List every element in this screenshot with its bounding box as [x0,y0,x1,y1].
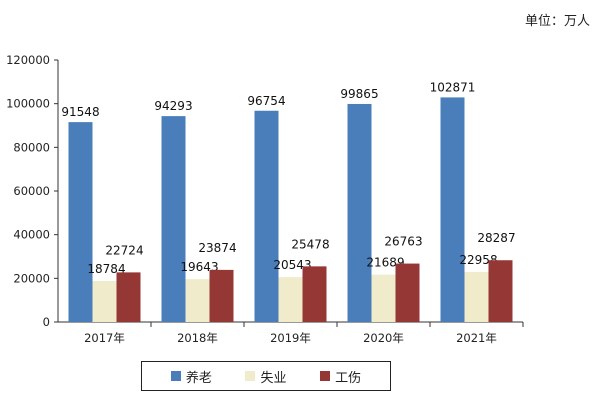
bar-2-0 [116,272,141,322]
legend-item-work-injury: 工伤 [320,367,361,386]
bar-2-3 [395,263,420,322]
y-tick-label: 20000 [13,271,50,285]
legend-label-unemployment: 失业 [260,370,287,386]
x-tick-label: 2021年 [456,331,497,345]
data-label: 22958 [459,253,497,267]
y-tick-label: 100000 [6,97,50,111]
chart-legend: 养老 失业 工伤 [141,361,391,391]
data-label: 21689 [366,256,404,270]
data-label: 96754 [247,94,285,108]
bar-0-0 [68,122,93,322]
data-label: 102871 [430,80,476,94]
bar-2-4 [488,260,513,322]
x-tick-label: 2020年 [363,331,404,345]
data-label: 25478 [291,237,329,251]
legend-item-pension: 养老 [170,367,212,386]
bar-0-4 [440,97,465,322]
x-tick-label: 2017年 [84,331,125,345]
bar-1-4 [464,271,489,322]
bar-chart: 0 20000 40000 60000 80000 100000 120000 91548 18… [6,53,524,345]
data-label: 91548 [61,105,99,119]
legend-item-unemployment: 失业 [245,367,286,386]
y-tick-label: 120000 [6,53,50,67]
data-label: 99865 [340,87,378,101]
bar-1-0 [92,280,117,322]
y-tick-label: 60000 [13,184,50,198]
data-label: 19643 [180,260,218,274]
y-tick-label: 0 [43,315,50,329]
legend-swatch-unemployment [245,371,256,381]
data-label: 20543 [273,258,311,272]
legend-label-pension: 养老 [185,370,212,386]
x-tick-label: 2019年 [270,331,311,345]
bar-2-1 [209,269,234,322]
bar-0-2 [254,110,279,322]
legend-swatch-work-injury [320,371,331,381]
legend-label-work-injury: 工伤 [335,370,362,386]
unit-note: 单位：万人 [524,14,590,29]
data-label: 28287 [477,231,515,245]
bar-1-1 [185,279,210,322]
bar-2-2 [302,266,327,322]
bar-0-1 [161,116,186,322]
y-tick-label: 40000 [13,228,50,242]
bar-1-2 [278,277,303,322]
data-label: 26763 [384,235,422,249]
data-label: 18784 [87,262,125,276]
data-label: 22724 [105,243,143,257]
x-tick-label: 2018年 [177,331,218,345]
data-label: 94293 [154,99,192,113]
bar-1-3 [371,274,396,322]
data-label: 23874 [198,241,236,255]
bar-0-3 [347,103,372,322]
legend-swatch-pension [170,371,181,381]
y-tick-label: 80000 [13,140,50,154]
